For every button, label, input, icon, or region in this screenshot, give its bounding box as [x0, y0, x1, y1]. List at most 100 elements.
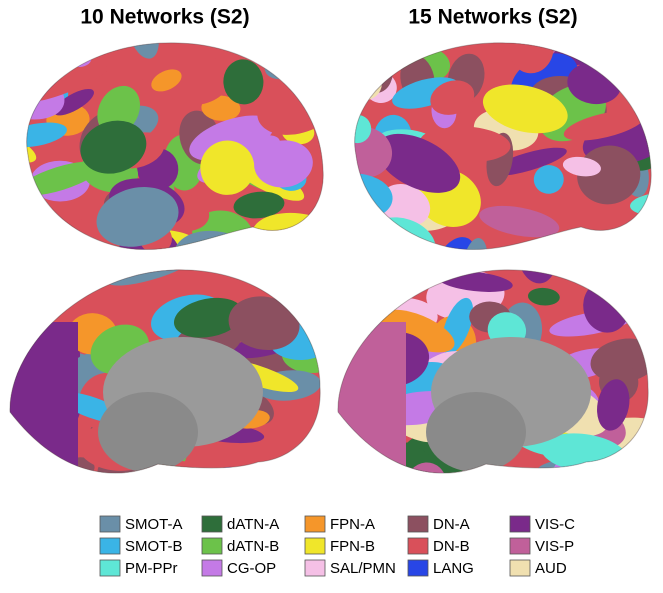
legend-swatch	[509, 559, 531, 577]
parcel	[583, 42, 628, 54]
legend-swatch	[304, 559, 326, 577]
parcel	[563, 110, 645, 141]
parcel	[617, 269, 649, 275]
brain-outline	[26, 42, 324, 251]
parcel	[562, 156, 601, 177]
parcel	[233, 191, 285, 219]
brain-outline	[9, 269, 321, 474]
legend-label: SMOT-A	[125, 516, 183, 533]
brain-outline	[354, 42, 652, 251]
parcel	[254, 140, 313, 188]
parcel	[206, 466, 253, 474]
parcel	[80, 120, 147, 174]
legend-swatch	[509, 515, 531, 533]
parcel	[479, 205, 560, 238]
legend-swatch	[509, 537, 531, 555]
parcel	[200, 140, 255, 195]
parcel	[27, 65, 109, 102]
parcel	[379, 309, 455, 353]
parcel	[201, 95, 241, 121]
legend-label: VIS-P	[535, 538, 574, 555]
legend-swatch	[304, 537, 326, 555]
legend-label: CG-OP	[227, 560, 276, 577]
legend-swatch	[407, 559, 429, 577]
parcel	[527, 287, 560, 306]
parcel	[533, 165, 564, 194]
parcel	[354, 42, 361, 87]
legend: SMOT-A SMOT-B PM-PPr dATN-A dATN-B CG-OP FPN-A…	[99, 515, 575, 577]
legend-swatch	[407, 515, 429, 533]
legend-label: FPN-A	[330, 516, 375, 533]
panel-title: 10 Networks (S2)	[80, 6, 249, 29]
parcel	[482, 84, 568, 134]
parcel	[313, 269, 321, 322]
parcel	[316, 193, 354, 253]
legend-swatch	[304, 515, 326, 533]
parcel	[26, 198, 44, 250]
parcel	[26, 42, 72, 61]
parcel	[597, 379, 630, 431]
parcel	[337, 449, 378, 474]
parcel	[284, 269, 321, 286]
legend-label: SAL/PMN	[330, 560, 396, 577]
parcels	[0, 247, 321, 507]
parcel	[173, 297, 244, 338]
parcel	[354, 44, 374, 104]
legend-label: VIS-C	[535, 516, 575, 533]
parcel	[595, 243, 637, 270]
parcel	[223, 59, 264, 105]
occipital	[337, 322, 406, 474]
parcel	[376, 133, 461, 193]
parcel	[0, 439, 8, 497]
occipital	[9, 322, 78, 474]
panel-title: 15 Networks (S2)	[408, 6, 577, 29]
parcel	[53, 250, 93, 270]
parcel	[318, 269, 321, 316]
parcel	[408, 469, 484, 518]
legend-swatch	[201, 515, 223, 533]
parcel	[651, 92, 663, 152]
legend-label: SMOT-B	[125, 538, 183, 555]
legend-label: PM-PPr	[125, 560, 178, 577]
parcel	[26, 161, 101, 196]
legend-swatch	[201, 559, 223, 577]
parcel	[36, 13, 73, 46]
parcel	[380, 184, 431, 227]
legend-label: dATN-A	[227, 516, 279, 533]
parcel	[645, 81, 663, 145]
parcel	[9, 269, 58, 320]
medial-wall	[426, 392, 526, 472]
legend-label: FPN-B	[330, 538, 375, 555]
legend-label: DN-B	[433, 538, 470, 555]
parcel	[96, 187, 179, 247]
parcel	[0, 470, 41, 507]
parcel	[0, 158, 29, 217]
parcel	[321, 52, 351, 71]
brain-outline	[337, 269, 649, 474]
parcel	[212, 247, 272, 267]
legend-swatch	[201, 537, 223, 555]
medial-wall	[98, 392, 198, 472]
parcel	[151, 69, 182, 92]
parcel	[337, 461, 402, 474]
legend-label: LANG	[433, 560, 474, 577]
parcel	[354, 127, 393, 178]
legend-label: DN-A	[433, 516, 470, 533]
parcel	[26, 236, 46, 250]
parcel	[300, 442, 321, 470]
parcel	[53, 88, 94, 116]
legend-swatch	[99, 515, 121, 533]
parcel	[228, 296, 300, 351]
parcel	[354, 114, 372, 144]
parcel	[430, 80, 475, 115]
legend-label: dATN-B	[227, 538, 279, 555]
legend-label: AUD	[535, 560, 567, 577]
parcel	[509, 42, 554, 74]
parcel	[26, 226, 83, 250]
legend-swatch	[99, 559, 121, 577]
parcel	[26, 122, 67, 148]
parcel	[0, 85, 20, 146]
brain-surface	[0, 247, 321, 507]
